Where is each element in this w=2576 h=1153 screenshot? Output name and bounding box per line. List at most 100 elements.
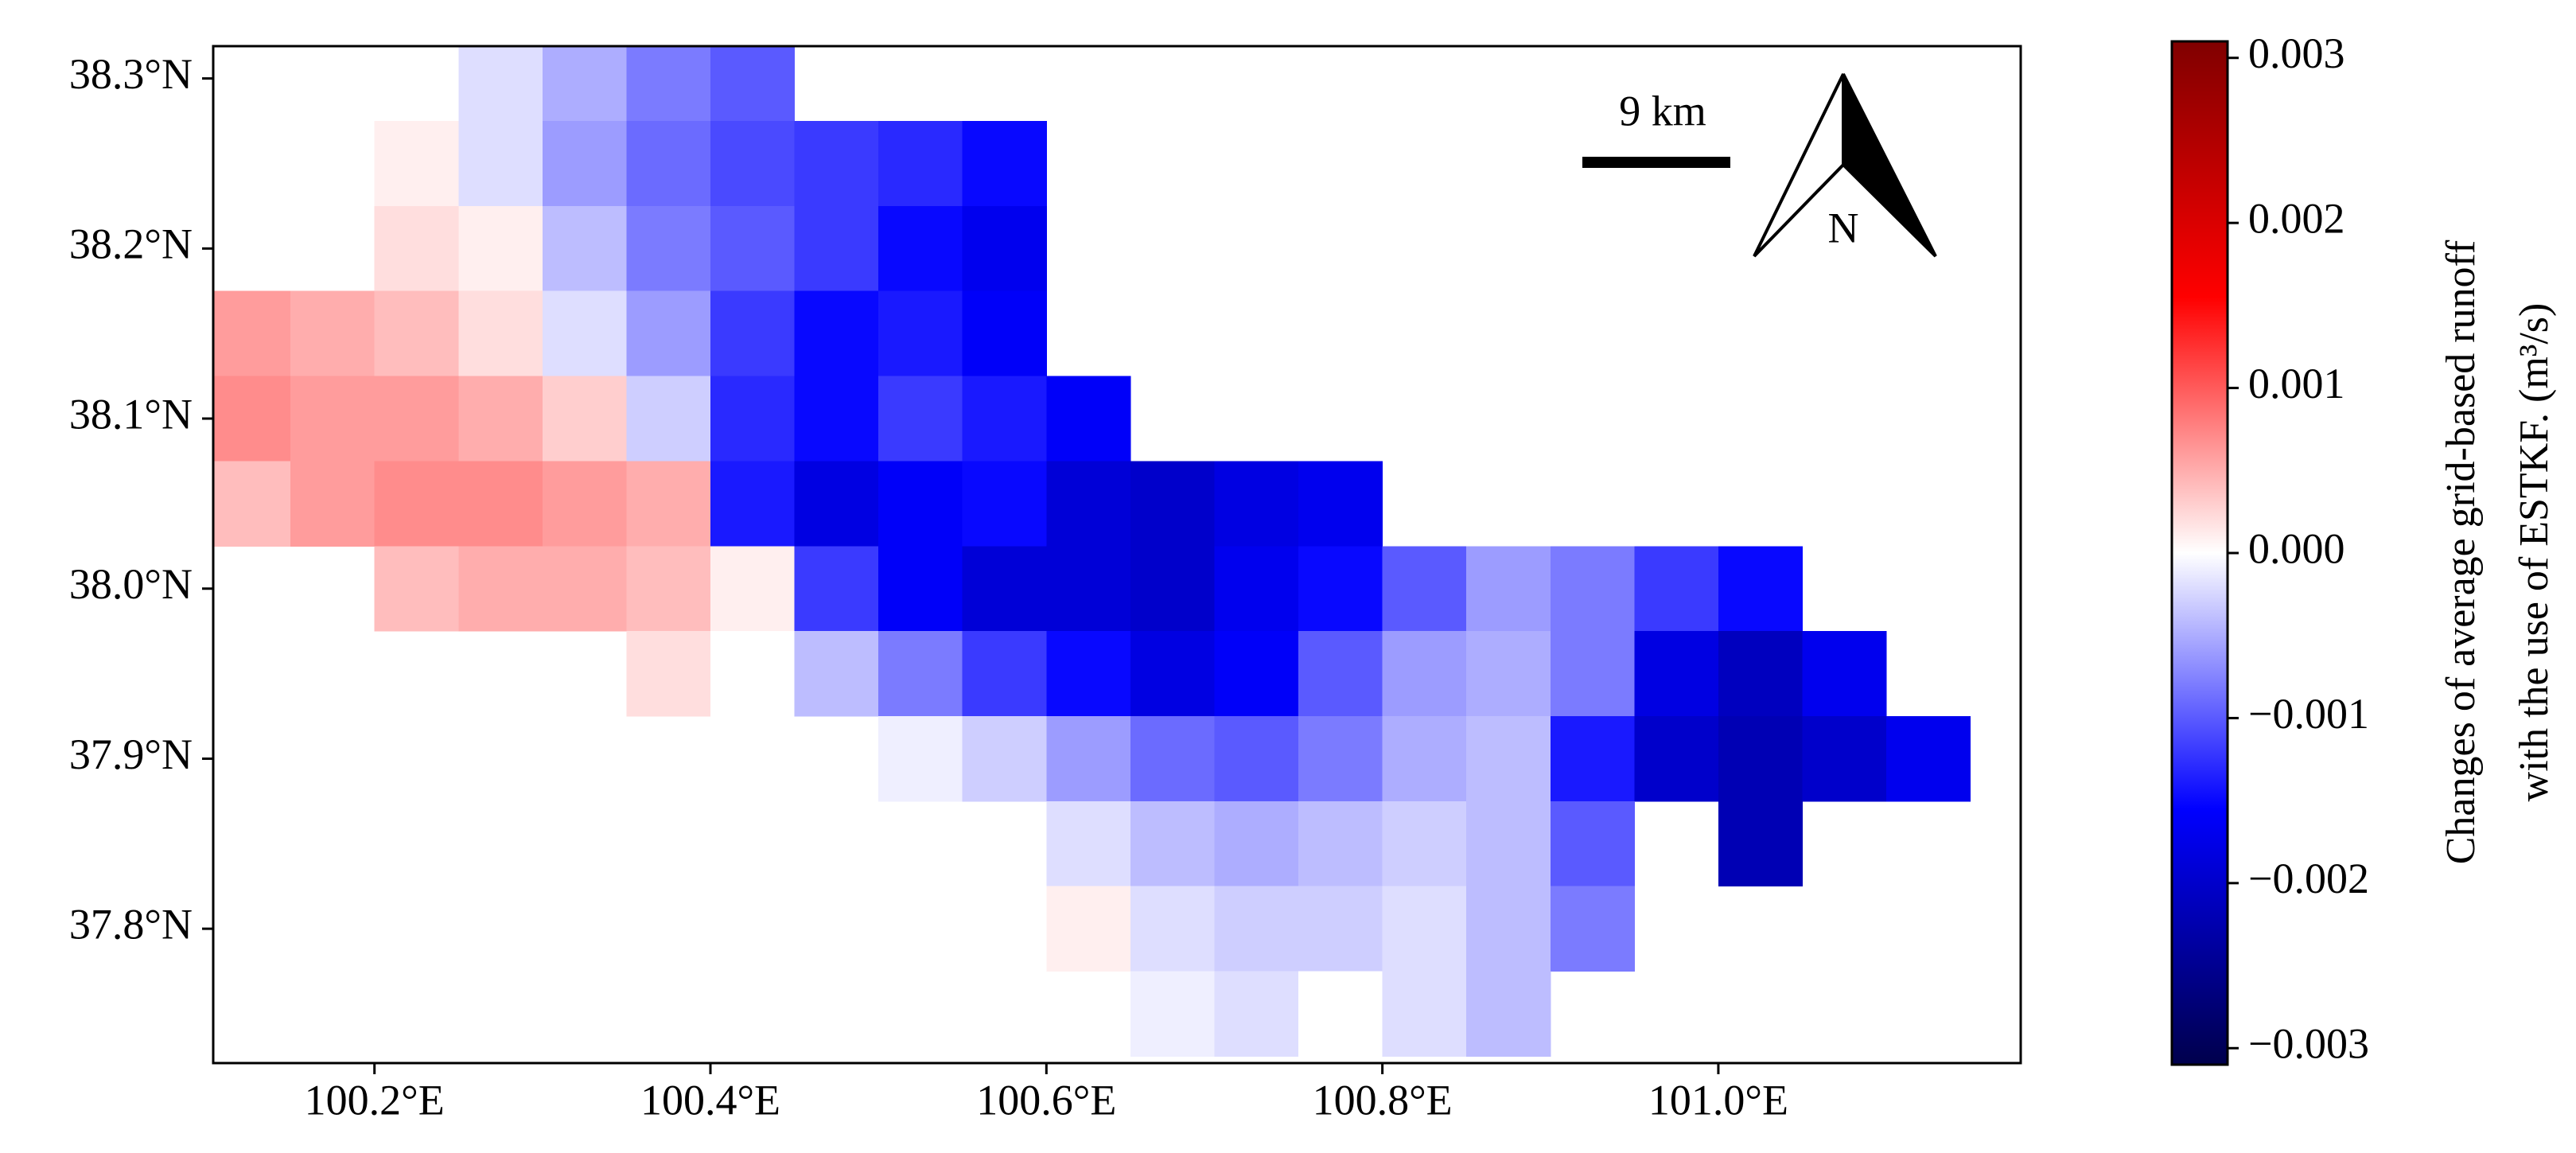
y-tick-label: 37.8°N	[69, 901, 193, 948]
grid-cell	[962, 376, 1047, 462]
north-arrow-right	[1842, 73, 1937, 258]
grid-cell	[1298, 716, 1383, 802]
grid-cell	[626, 205, 711, 292]
colorbar-title: with the use of ESTKF. (m³/s)	[2512, 303, 2557, 802]
grid-cell	[1466, 800, 1551, 887]
grid-cell	[1550, 631, 1635, 717]
grid-cell	[542, 546, 627, 632]
grid-cell	[878, 631, 963, 717]
y-tick-label: 38.3°N	[69, 50, 193, 98]
grid-cell	[1298, 461, 1383, 547]
grid-cell	[374, 46, 459, 122]
grid-cell	[1130, 546, 1215, 632]
grid-cell	[710, 290, 796, 377]
grid-cell	[962, 546, 1047, 632]
grid-cell	[374, 205, 459, 292]
grid-cell	[542, 461, 627, 547]
colorbar-label: with the use of ESTKF. (m³/s)	[2512, 303, 2557, 802]
grid-cell	[1046, 886, 1131, 972]
colorbar-tick-label: 0.000	[2248, 524, 2345, 572]
colorbar-title: Changes of average grid-based runoff	[2438, 240, 2484, 864]
grid-cell	[1046, 546, 1131, 632]
grid-cell	[290, 461, 376, 547]
grid-cell	[962, 716, 1047, 802]
grid-cell	[458, 290, 543, 377]
grid-cell	[1130, 631, 1215, 717]
grid-cell	[1298, 546, 1383, 632]
scale-bar	[1582, 157, 1730, 168]
colorbar	[2170, 40, 2229, 1066]
grid-cell	[626, 290, 711, 377]
grid-cell	[794, 546, 879, 632]
grid-cell	[1214, 886, 1299, 972]
grid-cell	[794, 631, 879, 717]
grid-cell	[458, 121, 543, 207]
grid-cell	[1130, 971, 1215, 1057]
grid-cell	[1382, 971, 1467, 1057]
grid-cell	[710, 205, 796, 292]
grid-cell	[878, 716, 963, 802]
grid-cell	[213, 376, 291, 462]
scale-bar-label: 9 km	[1619, 87, 1706, 134]
colorbar-tick-label: −0.003	[2248, 1020, 2369, 1068]
grid-cell	[1298, 800, 1383, 887]
grid-cell	[794, 121, 879, 207]
grid-cell	[626, 546, 711, 632]
raster	[213, 46, 1971, 1057]
grid-cell	[1214, 716, 1299, 802]
grid-cell	[1046, 800, 1131, 887]
grid-cell	[1634, 631, 1719, 717]
grid-cell	[1214, 800, 1299, 887]
grid-cell	[542, 205, 627, 292]
grid-cell	[542, 121, 627, 207]
grid-cell	[1214, 546, 1299, 632]
grid-cell	[542, 290, 627, 377]
grid-cell	[878, 121, 963, 207]
x-tick-label: 101.0°E	[1648, 1076, 1788, 1124]
colorbar-tick-label: −0.002	[2248, 855, 2369, 902]
grid-cell	[962, 205, 1047, 292]
grid-cell	[1214, 461, 1299, 547]
grid-cell	[1718, 716, 1804, 802]
grid-cell	[1046, 461, 1131, 547]
grid-cell	[1550, 546, 1635, 632]
grid-cell	[1550, 886, 1635, 972]
grid-cell	[213, 461, 291, 547]
grid-cell	[878, 205, 963, 292]
grid-cell	[1718, 631, 1804, 717]
grid-cell	[458, 546, 543, 632]
grid-cell	[962, 290, 1047, 377]
grid-cell	[710, 46, 796, 122]
grid-cell	[1298, 631, 1383, 717]
grid-cell	[542, 46, 627, 122]
grid-cell	[626, 376, 711, 462]
grid-cell	[1802, 631, 1887, 717]
grid-cell	[1382, 631, 1467, 717]
grid-cell	[290, 376, 376, 462]
grid-cell	[1130, 800, 1215, 887]
grid-cell	[1130, 886, 1215, 972]
grid-cell	[1718, 546, 1804, 632]
grid-cell	[1466, 716, 1551, 802]
grid-cell	[1550, 716, 1635, 802]
grid-cell	[213, 290, 291, 377]
grid-cell	[1634, 716, 1719, 802]
y-tick-label: 38.1°N	[69, 390, 193, 438]
grid-cell	[1298, 886, 1383, 972]
grid-cell	[374, 461, 459, 547]
grid-cell	[1130, 716, 1215, 802]
grid-cell	[794, 205, 879, 292]
grid-cell	[1718, 800, 1804, 887]
axes-frame	[212, 45, 2022, 1065]
grid-cell	[1466, 546, 1551, 632]
grid-cell	[794, 290, 879, 377]
grid-cell	[458, 46, 543, 122]
grid-cell	[1886, 716, 1971, 802]
grid-cell	[1466, 631, 1551, 717]
grid-cell	[1214, 971, 1299, 1057]
grid-cell	[1382, 800, 1467, 887]
grid-cell	[710, 376, 796, 462]
grid-cell	[1130, 461, 1215, 547]
grid-cell	[1550, 800, 1635, 887]
